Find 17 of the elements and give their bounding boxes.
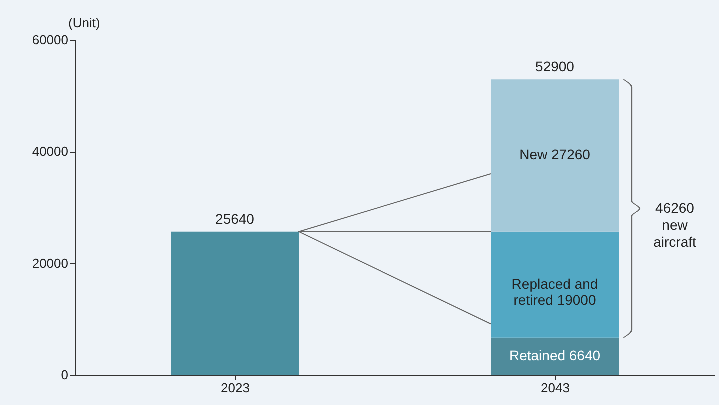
y-tick-label: 0: [61, 368, 68, 382]
bar: [491, 232, 619, 338]
y-tick-label: 20000: [32, 256, 68, 271]
bar: [171, 232, 299, 375]
x-tick-label: 2023: [221, 380, 250, 396]
annotation: 46260 new aircraft: [654, 200, 696, 250]
data-label: Replaced and retired 19000: [512, 276, 598, 308]
y-tick-label: 40000: [32, 144, 68, 160]
data-label: New 27260: [520, 146, 591, 163]
y-tick-label: 60000: [32, 32, 68, 48]
data-label: Retained 6640: [509, 347, 601, 364]
x-tick-label: 2043: [541, 380, 570, 396]
total-label: 52900: [536, 58, 575, 75]
bar: [491, 338, 619, 375]
bar: [491, 80, 619, 232]
y-axis-title: (Unit): [68, 16, 100, 30]
total-label: 25640: [216, 210, 255, 227]
